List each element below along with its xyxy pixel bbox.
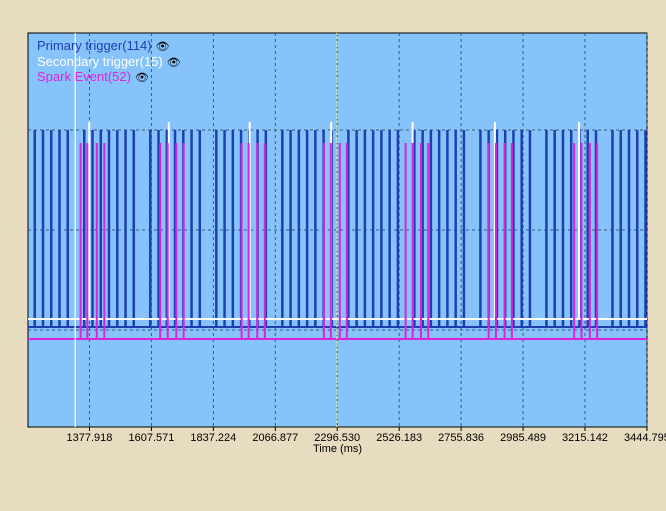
x-tick-label: 2985.489 — [500, 432, 546, 444]
legend-item-secondary-trigger[interactable]: Secondary trigger(15) 👁 — [37, 54, 181, 69]
x-tick-label: 2296.530 — [314, 432, 360, 444]
x-tick-label: 2066.877 — [252, 432, 298, 444]
x-tick-label: 1607.571 — [128, 432, 174, 444]
x-tick-label: 3444.795 — [624, 432, 666, 444]
eye-icon[interactable]: 👁 — [166, 57, 181, 69]
legend-item-primary-trigger[interactable]: Primary trigger(114) 👁 — [37, 38, 170, 53]
x-tick-label: 2526.183 — [376, 432, 422, 444]
eye-icon[interactable]: 👁 — [134, 72, 149, 84]
legend-label-secondary-trigger: Secondary trigger(15) — [37, 54, 163, 69]
legend-label-spark-event: Spark Event(52) — [37, 69, 131, 84]
x-axis-label: Time (ms) — [313, 443, 362, 455]
x-tick-label: 3215.142 — [562, 432, 608, 444]
x-tick-label: 2755.836 — [438, 432, 484, 444]
x-tick-label: 1377.918 — [67, 432, 113, 444]
x-tick-label: 1837.224 — [190, 432, 236, 444]
eye-icon[interactable]: 👁 — [155, 41, 170, 53]
legend-item-spark-event[interactable]: Spark Event(52) 👁 — [37, 69, 149, 84]
legend-label-primary-trigger: Primary trigger(114) — [37, 38, 152, 53]
